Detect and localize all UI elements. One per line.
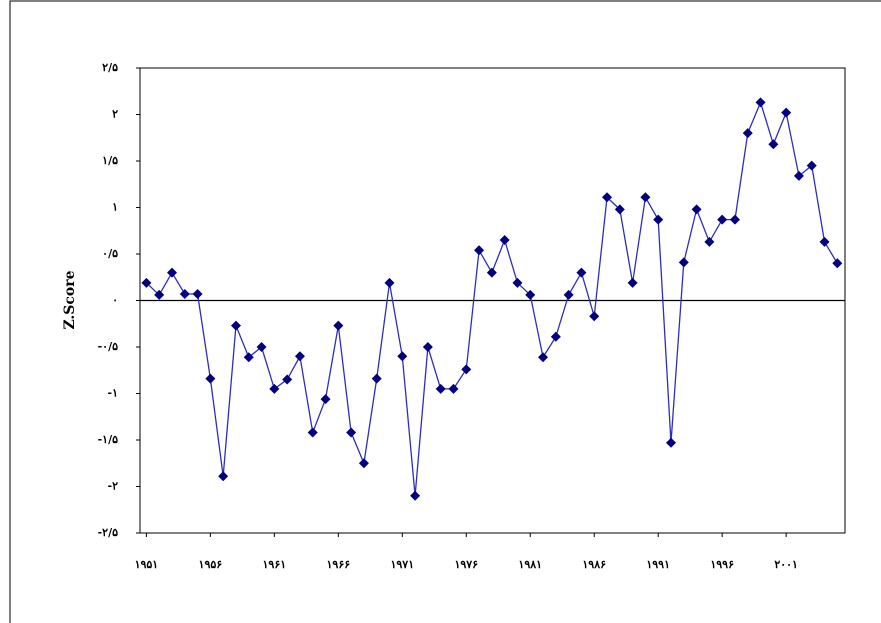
point-marker — [397, 351, 408, 362]
y-tick-label: -۲/۵ — [98, 526, 118, 539]
point-marker — [742, 128, 753, 139]
x-tick-label: ۱۹۸۱ — [518, 558, 542, 571]
y-tick-label: -۲ — [108, 480, 119, 493]
point-marker — [640, 192, 651, 203]
series-line — [145, 100, 838, 496]
x-tick-label: ۲۰۰۱ — [774, 558, 798, 571]
point-marker — [166, 267, 177, 278]
point-marker — [141, 277, 152, 288]
x-tick-label: ۱۹۶۱ — [263, 558, 287, 571]
x-tick-label: ۱۹۵۱ — [135, 558, 159, 571]
y-axis-label: Z.Score — [62, 270, 78, 329]
y-tick-label: ۱/۵ — [102, 154, 118, 167]
point-marker — [282, 374, 293, 385]
x-tick-label: ۱۹۹۱ — [646, 558, 670, 571]
point-marker — [755, 97, 766, 108]
y-tick-label: -۰/۵ — [98, 340, 118, 353]
point-marker — [154, 289, 165, 300]
point-marker — [294, 351, 305, 362]
point-marker — [320, 394, 331, 405]
point-marker — [832, 258, 843, 269]
point-marker — [192, 288, 203, 299]
point-marker — [486, 267, 497, 278]
y-tick-label: ۲/۵ — [102, 61, 118, 74]
point-marker — [729, 214, 740, 225]
point-marker — [243, 352, 254, 363]
y-tick-label: -۱/۵ — [98, 433, 118, 446]
point-marker — [525, 289, 536, 300]
point-marker — [538, 352, 549, 363]
point-marker — [717, 214, 728, 225]
point-marker — [333, 320, 344, 331]
point-marker — [806, 160, 817, 171]
y-tick-label: -۱ — [108, 387, 118, 400]
y-tick-label: ۰/۵ — [102, 247, 118, 260]
point-marker — [704, 236, 715, 247]
point-marker — [563, 289, 574, 300]
x-tick-label: ۱۹۵۶ — [199, 558, 223, 571]
point-marker — [781, 107, 792, 118]
point-marker — [614, 204, 625, 215]
point-marker — [371, 373, 382, 384]
point-marker — [576, 267, 587, 278]
point-marker — [512, 277, 523, 288]
x-tick-label: ۱۹۷۶ — [454, 558, 478, 571]
point-marker — [358, 458, 369, 469]
y-tick-label: ۱ — [112, 201, 118, 214]
point-marker — [691, 204, 702, 215]
point-marker — [499, 235, 510, 246]
point-marker — [230, 320, 241, 331]
point-marker — [435, 383, 446, 394]
point-marker — [627, 277, 638, 288]
x-tick-label: ۱۹۶۶ — [327, 558, 351, 571]
point-marker — [346, 427, 357, 438]
point-marker — [461, 364, 472, 375]
point-marker — [602, 192, 613, 203]
point-marker — [474, 245, 485, 256]
y-tick-label: ۲ — [112, 108, 118, 121]
outer-frame — [9, 0, 881, 623]
point-marker — [589, 311, 600, 322]
point-marker — [819, 236, 830, 247]
point-marker — [793, 170, 804, 181]
point-marker — [653, 214, 664, 225]
point-marker — [269, 383, 280, 394]
point-marker — [410, 490, 421, 501]
point-marker — [384, 277, 395, 288]
x-tick-label: ۱۹۸۶ — [582, 558, 606, 571]
point-marker — [448, 383, 459, 394]
point-marker — [205, 373, 216, 384]
x-tick-label: ۱۹۷۱ — [390, 558, 414, 571]
point-marker — [256, 342, 267, 352]
point-marker — [307, 427, 318, 438]
y-tick-label: ۰ — [112, 294, 118, 307]
point-marker — [550, 331, 561, 342]
point-marker — [179, 288, 190, 299]
point-marker — [678, 257, 689, 268]
point-marker — [422, 342, 433, 352]
point-marker — [665, 437, 676, 448]
point-marker — [768, 139, 779, 150]
x-tick-label: ۱۹۹۶ — [710, 558, 734, 571]
point-marker — [218, 471, 229, 482]
